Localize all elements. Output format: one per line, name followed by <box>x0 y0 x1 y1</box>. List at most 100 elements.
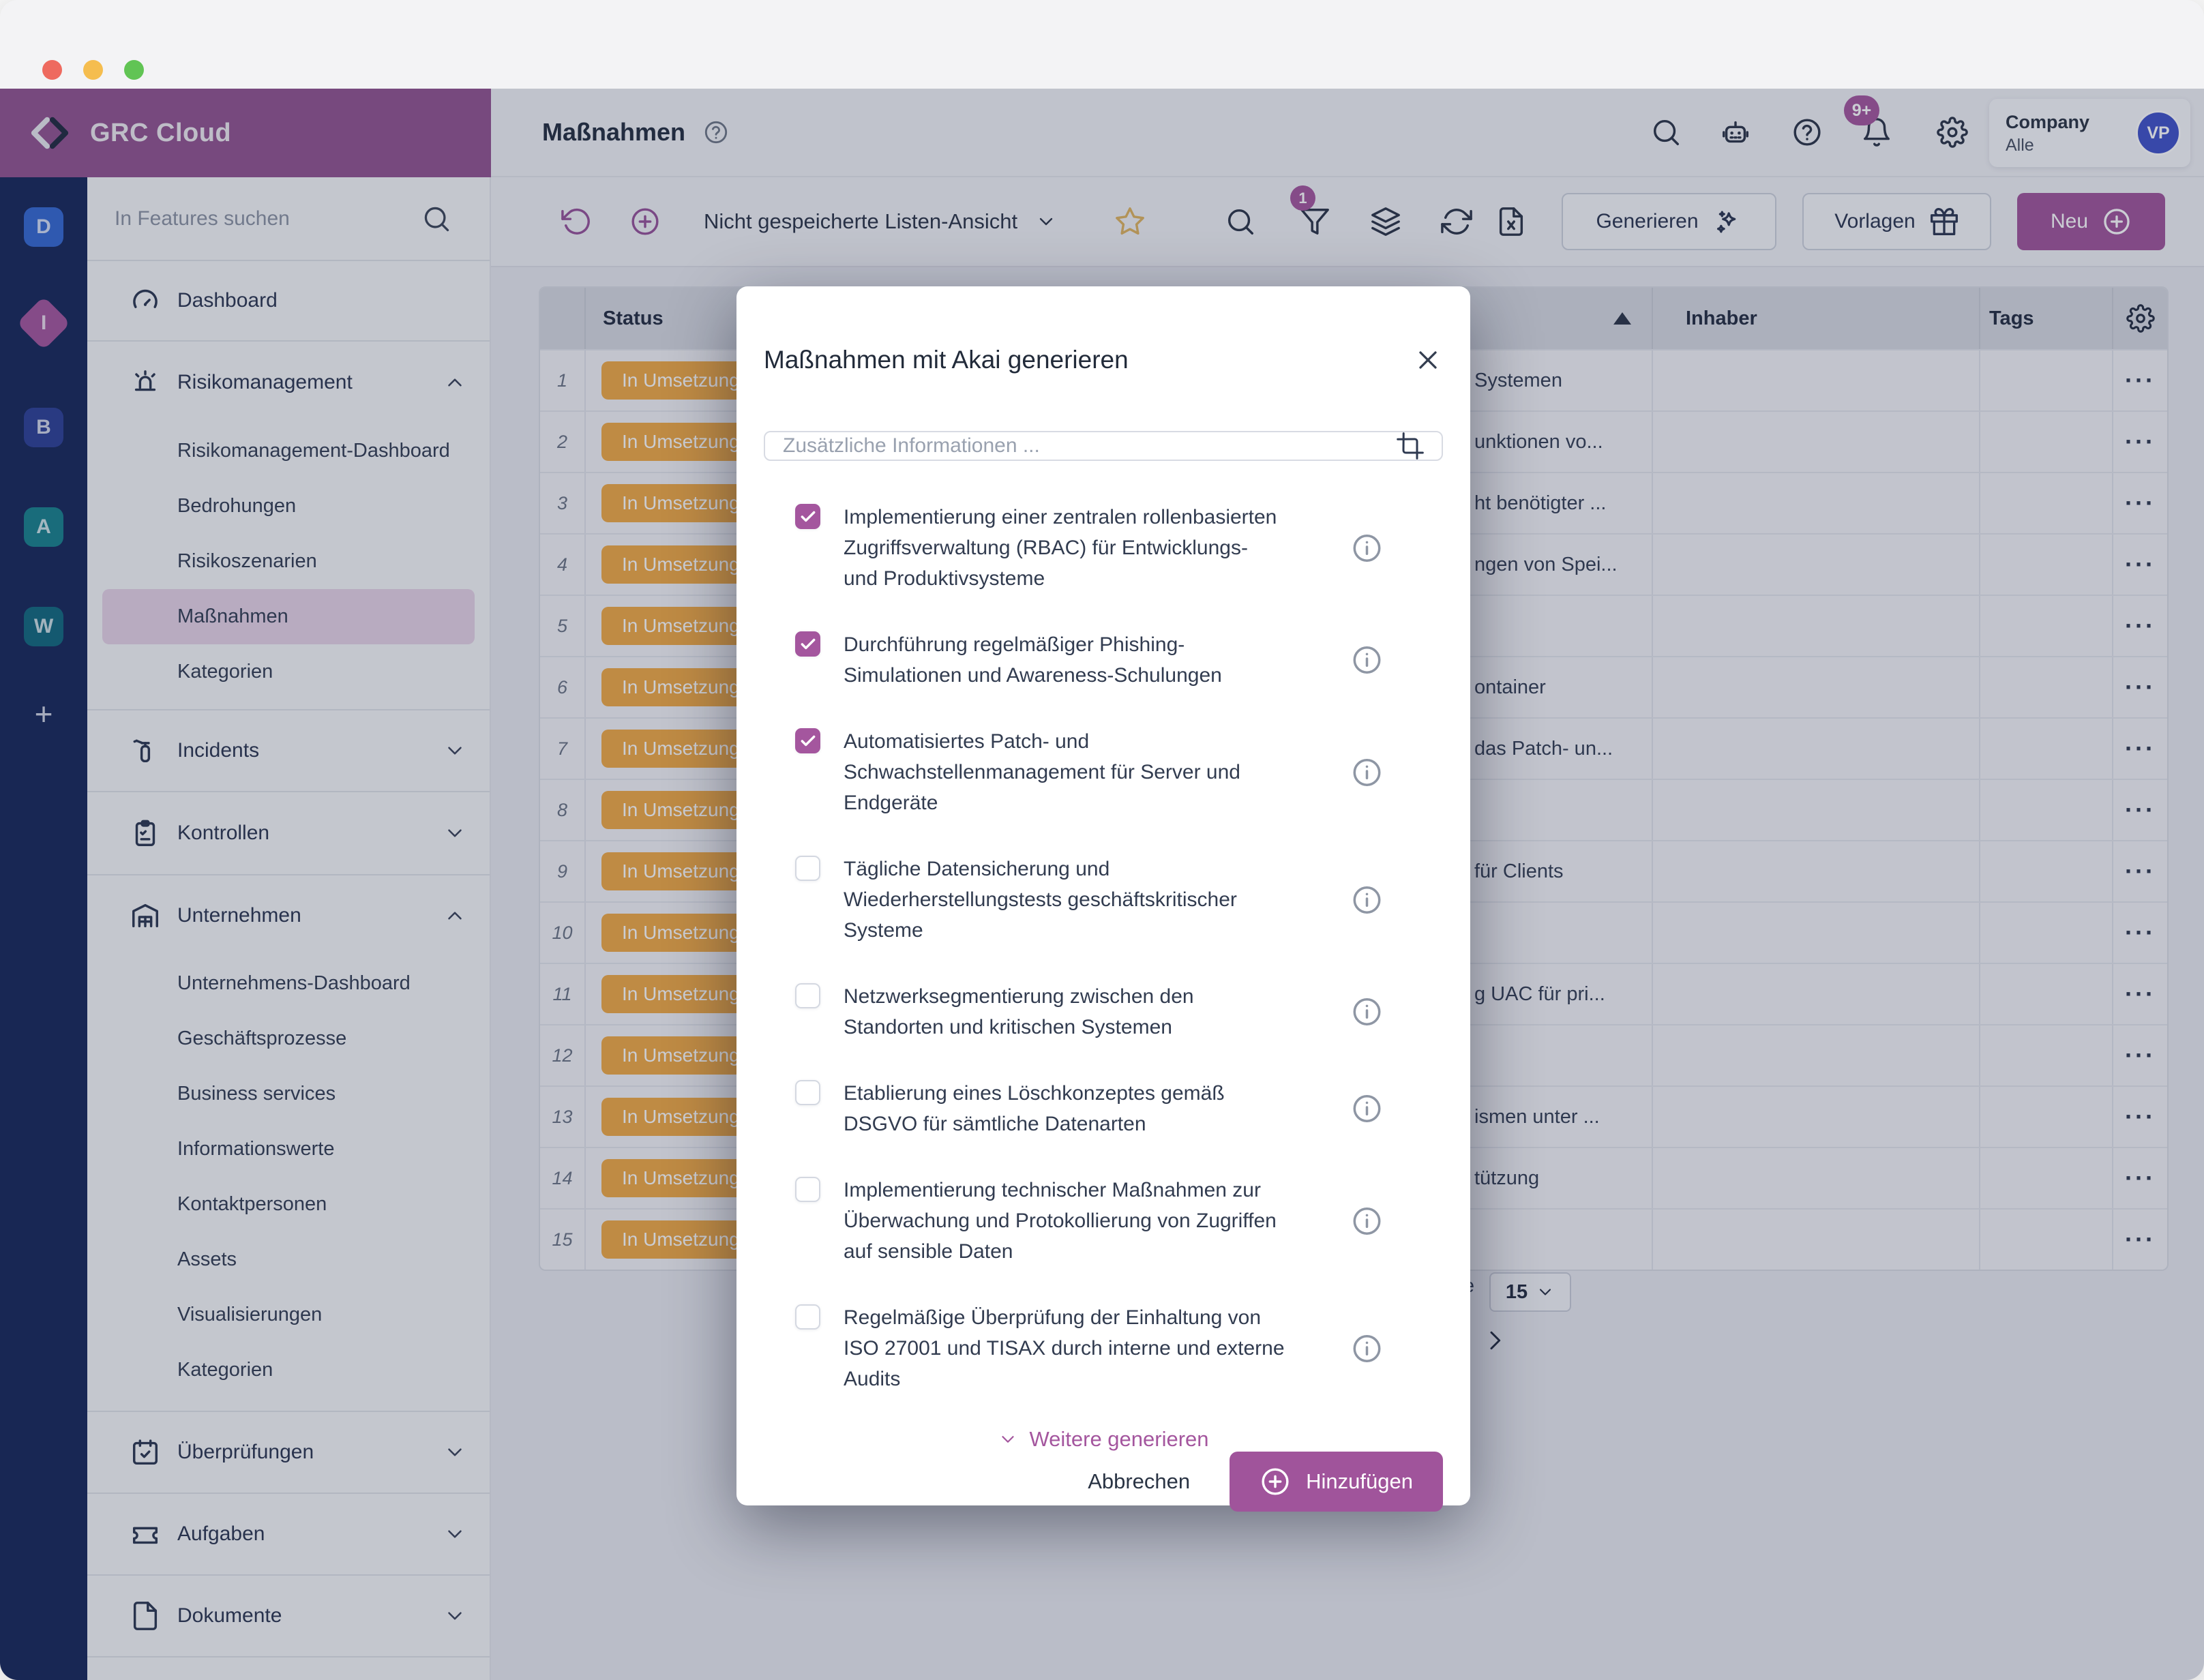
checkbox[interactable] <box>795 856 820 881</box>
row-menu-button[interactable]: ··· <box>2125 980 2156 1008</box>
view-selector[interactable]: Nicht gespeicherte Listen-Ansicht <box>704 209 1057 234</box>
row-name-fragment: tützung <box>1474 1167 1540 1189</box>
checkbox[interactable] <box>795 631 820 657</box>
sidebar-section-ueberpruefungen[interactable]: Überprüfungen <box>87 1412 490 1494</box>
sidebar-item-bedrohungen[interactable]: Bedrohungen <box>177 495 297 517</box>
checkbox[interactable] <box>795 1177 820 1202</box>
row-menu-button[interactable]: ··· <box>2125 366 2156 394</box>
submit-button[interactable]: Hinzufügen <box>1230 1452 1443 1512</box>
info-icon[interactable] <box>1351 644 1383 676</box>
company-text: Company Alle <box>2006 110 2089 156</box>
new-button[interactable]: Neu <box>2017 193 2165 250</box>
column-header-status[interactable]: Status <box>584 288 1017 349</box>
row-name-fragment: ontainer <box>1474 676 1546 698</box>
status-badge: In Umsetzung <box>601 852 760 890</box>
sidebar-item-business-services[interactable]: Business services <box>177 1083 336 1105</box>
window-zoom-button[interactable] <box>124 60 144 80</box>
sidebar-item-kontaktpersonen[interactable]: Kontaktpersonen <box>177 1193 327 1215</box>
add-workspace-button[interactable]: + <box>34 696 53 732</box>
sidebar-item-kategorien[interactable]: Kategorien <box>177 661 273 682</box>
sidebar-item-dashboard[interactable]: Dashboard <box>87 261 490 342</box>
row-menu-button[interactable]: ··· <box>2125 612 2156 640</box>
additional-info-input[interactable] <box>783 434 1397 457</box>
sidebar-section-unternehmen[interactable]: Unternehmen <box>87 875 490 956</box>
row-menu-button[interactable]: ··· <box>2125 1164 2156 1192</box>
row-menu-button[interactable]: ··· <box>2125 796 2156 824</box>
info-icon[interactable] <box>1351 1093 1383 1125</box>
checkbox[interactable] <box>795 504 820 529</box>
rows-per-page-select[interactable]: 15 <box>1489 1272 1571 1312</box>
brand-logo-area[interactable]: GRC Cloud <box>0 89 491 177</box>
row-menu-button[interactable]: ··· <box>2125 550 2156 578</box>
view-selector-label: Nicht gespeicherte Listen-Ansicht <box>704 209 1018 233</box>
sidebar-item-risikoszenarien[interactable]: Risikoszenarien <box>177 550 317 572</box>
row-menu-button[interactable]: ··· <box>2125 857 2156 885</box>
status-badge: In Umsetzung <box>601 484 760 522</box>
row-name-fragment: das Patch- un... <box>1474 737 1613 760</box>
modal-title: Maßnahmen mit Akai generieren <box>764 346 1129 374</box>
sidebar-item-visualisierungen[interactable]: Visualisierungen <box>177 1304 323 1325</box>
column-header-name-sorted[interactable] <box>1017 288 1652 349</box>
sidebar-item-informationswerte[interactable]: Informationswerte <box>177 1138 335 1160</box>
checkbox[interactable] <box>795 1304 820 1330</box>
sidebar-item-risikomanagement-dashboard[interactable]: Risikomanagement-Dashboard <box>177 440 450 462</box>
workspace-avatar-w[interactable]: W <box>24 607 63 646</box>
modal-header: Maßnahmen mit Akai generieren <box>764 345 1443 375</box>
info-icon[interactable] <box>1351 1205 1383 1237</box>
info-icon[interactable] <box>1351 532 1383 564</box>
info-icon[interactable] <box>1351 884 1383 916</box>
row-menu-button[interactable]: ··· <box>2125 1102 2156 1130</box>
row-menu-button[interactable]: ··· <box>2125 918 2156 946</box>
row-menu-button[interactable]: ··· <box>2125 1041 2156 1069</box>
sidebar-search-input[interactable] <box>115 207 415 230</box>
checkbox[interactable] <box>795 728 820 753</box>
row-menu-button[interactable]: ··· <box>2125 489 2156 517</box>
checkbox[interactable] <box>795 1080 820 1105</box>
filter-count-badge: 1 <box>1290 185 1315 211</box>
row-menu-button[interactable]: ··· <box>2125 673 2156 701</box>
suggestion-item: Etablierung eines Löschkonzeptes gemäß D… <box>764 1078 1443 1139</box>
sidebar-item-unternehmens-dashboard[interactable]: Unternehmens-Dashboard <box>177 972 411 994</box>
workspace-avatar-b[interactable]: B <box>24 408 63 447</box>
generate-more-link[interactable]: Weitere generieren <box>764 1427 1443 1452</box>
app-header: GRC Cloud Maßnahmen 9+ Company Alle <box>0 89 2204 177</box>
generate-button[interactable]: Generieren <box>1562 193 1776 250</box>
info-icon[interactable] <box>1351 756 1383 788</box>
suggestion-item: Regelmäßige Überprüfung der Einhaltung v… <box>764 1302 1443 1394</box>
header-bar: Maßnahmen 9+ Company Alle VP <box>491 89 2204 177</box>
sidebar-item-kategorien-2[interactable]: Kategorien <box>177 1359 273 1381</box>
sidebar-search <box>87 177 490 261</box>
sidebar-section-aufgaben[interactable]: Aufgaben <box>87 1494 490 1576</box>
sidebar-section-risikomanagement[interactable]: Risikomanagement <box>87 342 490 423</box>
workspace-avatar-d[interactable]: D <box>24 207 63 247</box>
cancel-button[interactable]: Abbrechen <box>1088 1469 1191 1493</box>
status-badge: In Umsetzung <box>601 545 760 584</box>
status-badge: In Umsetzung <box>601 423 760 461</box>
close-icon[interactable] <box>1413 345 1443 375</box>
modal-footer: Abbrechen Hinzufügen <box>764 1452 1443 1512</box>
sidebar-item-massnahmen-active[interactable]: Maßnahmen <box>102 589 475 644</box>
window-close-button[interactable] <box>42 60 62 80</box>
window-minimize-button[interactable] <box>83 60 103 80</box>
company-selector[interactable]: Company Alle VP <box>1989 99 2190 167</box>
row-menu-button[interactable]: ··· <box>2125 1225 2156 1253</box>
selection-crop-icon[interactable] <box>1397 432 1424 460</box>
column-header-tags[interactable]: Tags <box>1979 288 2112 349</box>
status-badge: In Umsetzung <box>601 1098 760 1136</box>
sidebar-section-kontrollen[interactable]: Kontrollen <box>87 792 490 875</box>
row-menu-button[interactable]: ··· <box>2125 427 2156 455</box>
info-icon[interactable] <box>1351 996 1383 1028</box>
sidebar-section-dokumente[interactable]: Dokumente <box>87 1576 490 1657</box>
info-icon[interactable] <box>1351 1332 1383 1364</box>
sidebar-item-geschaeftsprozesse[interactable]: Geschäftsprozesse <box>177 1028 347 1049</box>
column-header-owner[interactable]: Inhaber <box>1652 288 1979 349</box>
user-avatar[interactable]: VP <box>2136 110 2181 155</box>
sidebar: Dashboard Risikomanagement Risikomanagem… <box>87 177 491 1680</box>
sidebar-section-incidents[interactable]: Incidents <box>87 710 490 792</box>
row-menu-button[interactable]: ··· <box>2125 734 2156 762</box>
workspace-avatar-a[interactable]: A <box>24 507 63 547</box>
sidebar-item-assets[interactable]: Assets <box>177 1248 237 1270</box>
checkbox[interactable] <box>795 983 820 1008</box>
templates-button[interactable]: Vorlagen <box>1802 193 1991 250</box>
